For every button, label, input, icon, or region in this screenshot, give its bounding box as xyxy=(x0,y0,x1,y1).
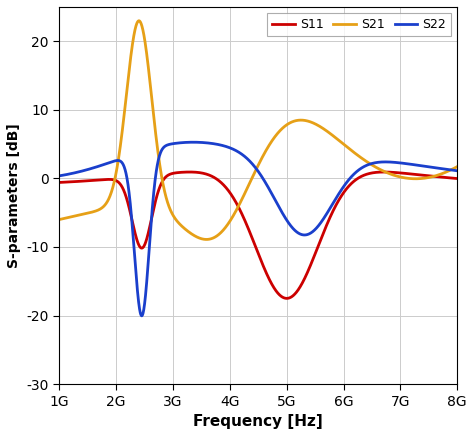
S11 xyxy=(126,202,131,208)
Line: S22: S22 xyxy=(59,142,457,316)
S11 xyxy=(227,189,232,194)
S21 xyxy=(56,217,62,222)
S11 xyxy=(209,174,215,179)
S21 xyxy=(203,237,209,242)
S22 xyxy=(227,145,232,150)
Line: S11: S11 xyxy=(59,172,457,298)
Line: S21: S21 xyxy=(59,21,457,239)
S22 xyxy=(447,167,453,172)
S21 xyxy=(210,236,215,241)
S22 xyxy=(191,140,196,145)
S21 xyxy=(102,203,108,208)
S21 xyxy=(404,176,410,181)
S21 xyxy=(136,18,142,24)
S11 xyxy=(381,170,387,175)
S22 xyxy=(126,185,131,190)
S11 xyxy=(284,296,290,301)
S22 xyxy=(210,141,215,146)
S11 xyxy=(447,175,453,181)
S22 xyxy=(56,173,62,178)
S21 xyxy=(447,168,453,173)
S22 xyxy=(139,313,145,318)
Y-axis label: S-parameters [dB]: S-parameters [dB] xyxy=(7,123,21,268)
S22 xyxy=(102,162,108,167)
S22 xyxy=(455,168,460,174)
X-axis label: Frequency [Hz]: Frequency [Hz] xyxy=(193,414,323,429)
S21 xyxy=(455,164,460,169)
S11 xyxy=(455,176,460,181)
Legend: S11, S21, S22: S11, S21, S22 xyxy=(267,13,451,36)
S11 xyxy=(102,177,108,182)
S22 xyxy=(404,161,410,167)
S21 xyxy=(126,74,131,79)
S11 xyxy=(404,171,410,176)
S11 xyxy=(56,180,62,185)
S21 xyxy=(227,219,232,225)
